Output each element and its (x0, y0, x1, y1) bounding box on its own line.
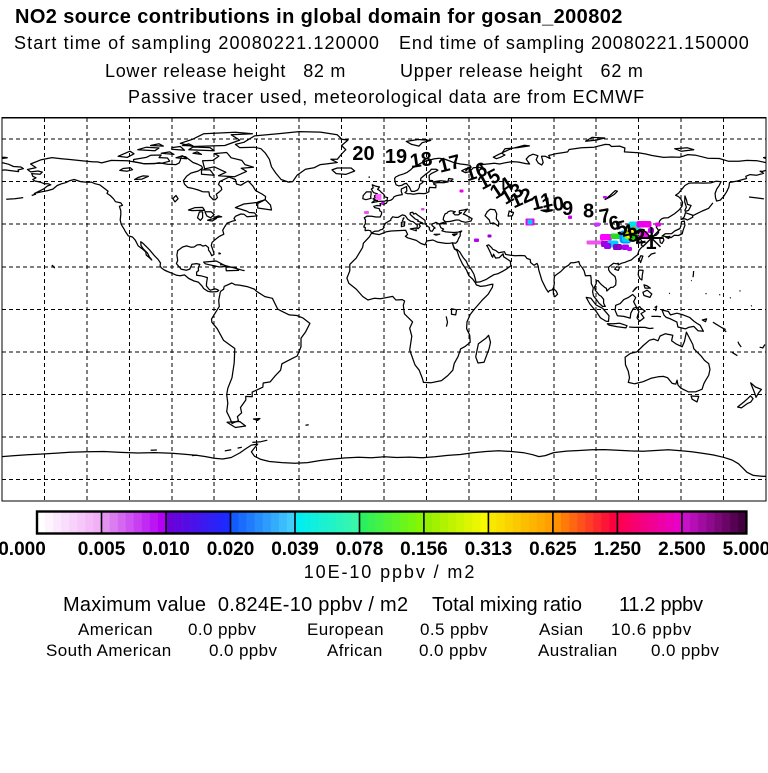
svg-text:Maximum value 0.824E-10 ppbv: Maximum value 0.824E-10 ppbv / m2 (63, 594, 408, 616)
svg-text:Asian: Asian (539, 620, 584, 639)
svg-text:Start time of sampling 2008022: Start time of sampling 20080221.120000 (14, 33, 380, 53)
svg-text:0.039: 0.039 (271, 539, 319, 560)
svg-text:20: 20 (352, 143, 374, 165)
svg-text:0.0 ppbv: 0.0 ppbv (209, 641, 278, 660)
svg-text:Lower release height 82 m: Lower release height 82 m (105, 61, 346, 81)
svg-text:Australian: Australian (538, 641, 618, 660)
svg-text:11.2 ppbv: 11.2 ppbv (619, 594, 703, 616)
svg-text:0.625: 0.625 (529, 539, 577, 560)
svg-text:19: 19 (385, 146, 407, 168)
svg-text:3: 3 (626, 224, 641, 248)
svg-text:African: African (327, 641, 383, 660)
svg-text:9: 9 (562, 198, 573, 220)
svg-text:0.010: 0.010 (142, 539, 190, 560)
svg-text:Passive tracer used, meteorolo: Passive tracer used, meteorological data… (128, 87, 645, 107)
svg-text:NO2 source contributions in gl: NO2 source contributions in global domai… (15, 6, 623, 28)
svg-text:10.6 ppbv: 10.6 ppbv (611, 620, 692, 639)
svg-text:0.156: 0.156 (400, 539, 448, 560)
svg-text:7: 7 (598, 205, 613, 229)
svg-text:18: 18 (409, 148, 434, 173)
svg-text:2.500: 2.500 (658, 539, 706, 560)
svg-text:0.313: 0.313 (465, 539, 513, 560)
svg-text:0.005: 0.005 (78, 539, 126, 560)
svg-text:5.000: 5.000 (723, 539, 768, 560)
svg-text:10E-10 ppbv / m2: 10E-10 ppbv / m2 (304, 562, 476, 582)
svg-text:5: 5 (613, 217, 629, 241)
svg-text:2: 2 (633, 226, 647, 249)
svg-text:End time of sampling 20080221.: End time of sampling 20080221.150000 (399, 33, 750, 53)
svg-text:0.0 ppbv: 0.0 ppbv (419, 641, 488, 660)
svg-text:Total mixing ratio: Total mixing ratio (432, 594, 582, 616)
svg-text:0.020: 0.020 (207, 539, 255, 560)
svg-text:European: European (307, 620, 384, 639)
svg-text:0.5 ppbv: 0.5 ppbv (420, 620, 489, 639)
svg-text:10: 10 (541, 193, 565, 217)
svg-text:8: 8 (583, 201, 594, 223)
svg-text:6: 6 (606, 212, 622, 236)
svg-text:0.0 ppbv: 0.0 ppbv (651, 641, 720, 660)
svg-text:1.250: 1.250 (594, 539, 642, 560)
svg-text:0.078: 0.078 (336, 539, 384, 560)
svg-text:American: American (78, 620, 153, 639)
svg-text:11: 11 (529, 189, 555, 215)
svg-text:17: 17 (436, 151, 463, 178)
svg-text:0.000: 0.000 (0, 539, 46, 560)
svg-text:South American: South American (46, 641, 172, 660)
svg-text:0.0 ppbv: 0.0 ppbv (188, 620, 257, 639)
svg-text:Upper release height 62 m: Upper release height 62 m (400, 61, 644, 81)
